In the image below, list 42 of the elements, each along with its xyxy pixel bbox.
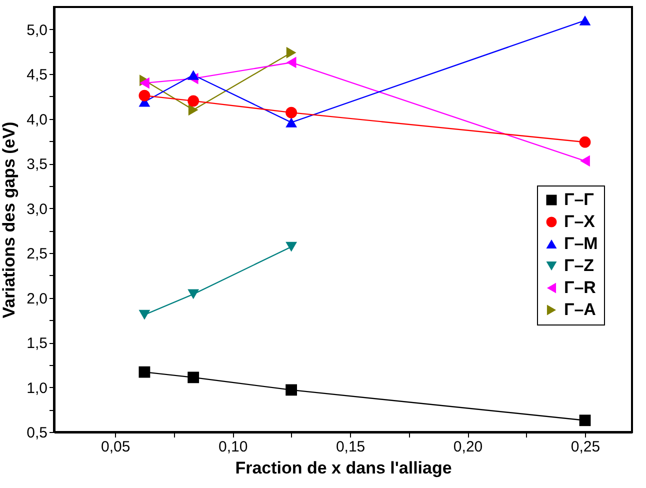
y-tick-label: 2,0 [26,290,48,308]
point [286,56,296,68]
point [286,46,296,58]
point [188,372,200,384]
y-tick-label: 5,0 [26,22,48,39]
point [138,310,150,320]
y-tick-label: 1,5 [26,335,48,352]
point [188,289,200,300]
point [580,155,590,167]
x-tick-label: 0,10 [218,438,248,456]
point [138,90,150,102]
legend-label: Γ–M [564,234,598,253]
point [188,70,200,80]
point [138,366,150,378]
y-tick-label: 1,0 [26,380,48,397]
point [579,414,591,426]
point [286,242,298,252]
x-axis-title: Fraction de x dans l'alliage [235,458,452,478]
y-tick-label: 3,5 [26,156,48,174]
y-tick-label: 0,5 [26,424,48,442]
y-axis-title: Variations des gaps (eV) [0,122,19,318]
point [140,77,150,89]
legend-label: Γ–Z [564,256,594,275]
y-tick-label: 4,0 [26,111,48,128]
y-tick-label: 2,5 [26,246,48,263]
x-tick-label: 0,05 [100,438,130,456]
legend-label: Γ–A [564,300,596,319]
x-tick-label: 0,15 [336,438,366,456]
x-tick-label: 0,25 [570,438,600,456]
point [188,95,200,107]
point [286,384,298,396]
point [286,106,298,118]
point [286,117,298,128]
legend-label: Γ–X [564,212,596,231]
y-tick-label: 3,0 [26,200,48,218]
x-tick-label: 0,20 [453,438,483,456]
point [579,15,591,26]
y-tick-label: 4,5 [26,66,48,84]
point [579,136,591,148]
point [188,104,198,116]
legend-label: Γ–R [564,278,596,297]
legend-label: Γ–Γ [564,190,594,209]
